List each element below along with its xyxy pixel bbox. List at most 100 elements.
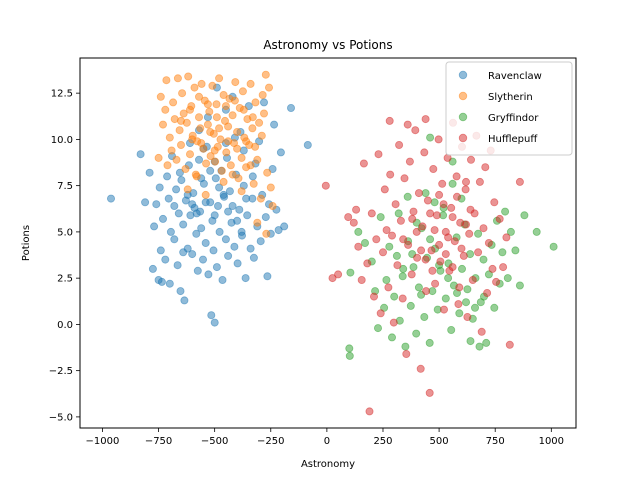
scatter-point <box>241 274 250 283</box>
scatter-point <box>206 127 215 136</box>
scatter-point <box>156 92 165 101</box>
scatter-point <box>150 222 159 231</box>
scatter-point <box>107 194 116 203</box>
scatter-point <box>165 133 174 142</box>
scatter-point <box>188 200 197 209</box>
scatter-point <box>414 283 423 292</box>
legend: Ravenclaw Slytherin Gryffindor Hufflepuff <box>445 61 573 156</box>
scatter-point <box>210 146 219 155</box>
scatter-point <box>447 203 456 212</box>
scatter-point <box>249 179 258 188</box>
scatter-point <box>435 190 444 199</box>
scatter-point <box>412 329 421 338</box>
scatter-point <box>461 185 470 194</box>
scatter-point <box>481 163 490 172</box>
scatter-point <box>394 209 403 218</box>
scatter-point <box>426 209 435 218</box>
scatter-point <box>477 327 486 336</box>
scatter-point <box>213 201 222 210</box>
scatter-point <box>409 207 418 216</box>
scatter-point <box>475 177 484 186</box>
scatter-point <box>398 294 407 303</box>
scatter-point <box>259 109 268 118</box>
scatter-point <box>211 157 220 166</box>
scatter-point <box>233 259 242 268</box>
scatter-point <box>426 235 435 244</box>
scatter-point <box>248 113 257 122</box>
scatter-point <box>266 183 275 192</box>
scatter-point <box>256 194 265 203</box>
scatter-point <box>219 177 228 186</box>
scatter-point <box>194 155 203 164</box>
scatter-point <box>382 226 391 235</box>
scatter-point <box>490 198 499 207</box>
scatter-point <box>217 166 226 175</box>
scatter-point <box>178 89 187 98</box>
scatter-point <box>158 214 167 223</box>
scatter-point <box>248 124 257 133</box>
scatter-point <box>224 122 233 131</box>
scatter-point <box>206 166 215 175</box>
scatter-point <box>170 201 179 210</box>
legend-marker <box>458 112 468 122</box>
scatter-point <box>196 124 205 133</box>
scatter-point <box>216 135 225 144</box>
scatter-point <box>359 159 368 168</box>
x-tick-label: 500 <box>430 436 449 447</box>
scatter-point <box>389 318 398 327</box>
points-layer <box>107 70 558 416</box>
legend-label: Gryffindor <box>488 113 539 124</box>
scatter-point <box>454 300 463 309</box>
scatter-point <box>345 344 354 353</box>
scatter-point <box>163 161 172 170</box>
scatter-point <box>515 177 524 186</box>
scatter-point <box>354 227 363 236</box>
series-hufflepuff <box>321 115 524 416</box>
scatter-point <box>193 266 202 275</box>
scatter-point <box>470 303 479 312</box>
scatter-point <box>463 312 472 321</box>
scatter-point <box>208 81 217 90</box>
scatter-point <box>239 146 248 155</box>
y-tick-label: −2.5 <box>49 366 73 377</box>
scatter-point <box>141 198 150 207</box>
scatter-point <box>212 113 221 122</box>
scatter-point <box>161 105 170 114</box>
y-tick-label: 2.5 <box>57 274 73 285</box>
scatter-point <box>447 325 456 334</box>
scatter-point <box>438 179 447 188</box>
scatter-point <box>270 120 279 129</box>
chart-title: Astronomy vs Potions <box>263 38 392 52</box>
legend-marker <box>458 91 468 101</box>
scatter-point <box>448 263 457 272</box>
y-axis-ticks: −5.0 −2.5 0.0 2.5 5.0 7.5 10.0 12.5 <box>49 89 80 423</box>
scatter-point <box>520 211 529 220</box>
scatter-point <box>161 255 170 264</box>
scatter-point <box>498 248 507 257</box>
scatter-point <box>197 79 206 88</box>
scatter-point <box>461 177 470 186</box>
scatter-point <box>179 220 188 229</box>
scatter-point <box>328 274 337 283</box>
scatter-point <box>155 183 164 192</box>
scatter-point <box>206 152 215 161</box>
scatter-point <box>263 168 272 177</box>
scatter-point <box>246 161 255 170</box>
scatter-point <box>224 207 233 216</box>
scatter-point <box>434 135 443 144</box>
scatter-point <box>192 229 201 238</box>
scatter-point <box>392 251 401 260</box>
scatter-point <box>205 107 214 116</box>
y-tick-label: −5.0 <box>49 412 73 423</box>
scatter-point <box>416 364 425 373</box>
scatter-point <box>225 187 234 196</box>
scatter-point <box>466 155 475 164</box>
scatter-point <box>165 279 174 288</box>
scatter-point <box>177 176 186 185</box>
scatter-point <box>457 244 466 253</box>
scatter-point <box>166 227 175 236</box>
scatter-point <box>396 216 405 225</box>
scatter-point <box>169 98 178 107</box>
scatter-point <box>156 246 165 255</box>
scatter-point <box>441 250 450 259</box>
